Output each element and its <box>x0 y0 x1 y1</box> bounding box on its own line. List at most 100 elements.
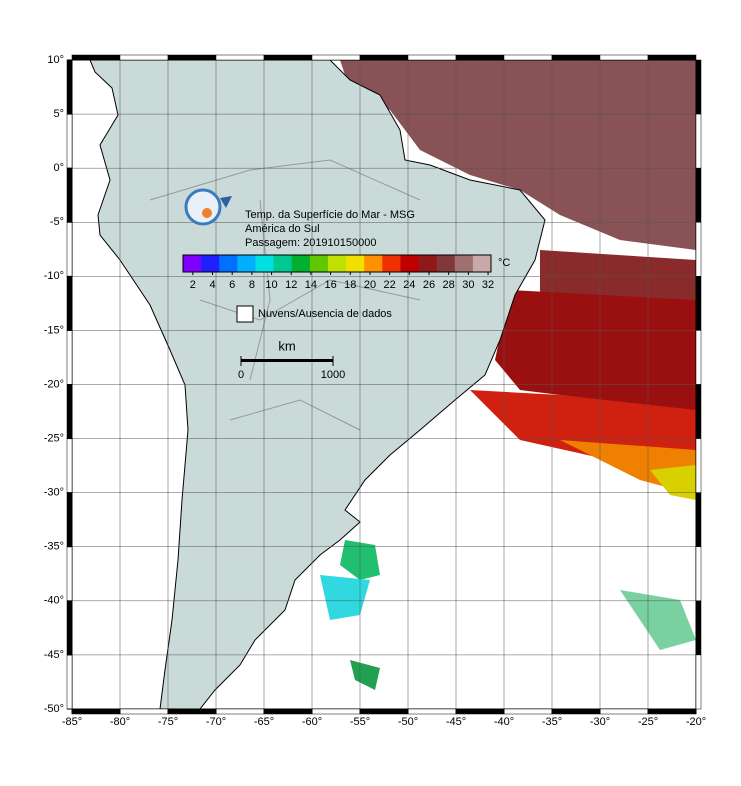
title-line: Passagem: 201910150000 <box>245 237 377 249</box>
frame-segment <box>119 54 169 61</box>
y-tick-label: -25° <box>44 432 64 444</box>
logo-dot <box>202 208 212 218</box>
frame-segment <box>695 222 702 277</box>
frame-segment <box>695 492 702 547</box>
colorbar-segment <box>454 255 474 272</box>
y-tick-label: 5° <box>53 108 64 120</box>
y-tick-label: -15° <box>44 324 64 336</box>
colorbar-segment <box>346 255 365 272</box>
y-tick-label: -45° <box>44 649 64 661</box>
x-tick-label: -65° <box>254 716 274 728</box>
frame-segment <box>551 708 601 715</box>
colorbar-tick-label: 30 <box>462 279 474 291</box>
title-line: Temp. da Superfície do Mar - MSG <box>245 209 415 221</box>
y-tick-label: -35° <box>44 541 64 553</box>
y-tick-label: -10° <box>44 270 64 282</box>
colorbar-segment <box>382 255 401 272</box>
frame-segment <box>647 54 697 61</box>
x-tick-label: -30° <box>590 716 610 728</box>
colorbar-tick-label: 2 <box>190 279 196 291</box>
frame-segment <box>551 54 601 61</box>
x-tick-label: -45° <box>446 716 466 728</box>
x-tick-label: -70° <box>206 716 226 728</box>
sst-patch <box>340 60 696 250</box>
colorbar-segment <box>255 255 275 272</box>
frame-segment <box>66 113 73 169</box>
legend-label: Nuvens/Ausencia de dados <box>258 308 392 320</box>
x-tick-label: -50° <box>398 716 418 728</box>
frame-segment <box>263 54 313 61</box>
x-tick-label: -40° <box>494 716 514 728</box>
sst-patch <box>650 465 696 500</box>
frame-border <box>66 54 702 715</box>
colorbar-segment <box>400 255 420 272</box>
x-tick-label: -55° <box>350 716 370 728</box>
colorbar-tick-label: 18 <box>344 279 356 291</box>
sst-patch <box>350 660 380 690</box>
frame-segment <box>215 54 265 61</box>
frame-segment <box>647 708 697 715</box>
frame-segment <box>695 167 702 223</box>
colorbar: 2 4 6 8 10 12 14 16 18 20 22 24 26 28 30 32 <box>182 254 494 291</box>
logo-ring <box>184 188 222 226</box>
colorbar-tick-label: 22 <box>384 279 396 291</box>
y-tick-label: -30° <box>44 487 64 499</box>
frame-segment <box>455 54 505 61</box>
colorbar-tick-label: 32 <box>482 279 494 291</box>
x-tick-label: -35° <box>542 716 562 728</box>
colorbar-segment <box>237 255 256 272</box>
colorbar-segment <box>183 255 202 272</box>
x-tick-label: -85° <box>62 716 82 728</box>
frame-segment <box>695 654 702 710</box>
frame-segment <box>407 708 457 715</box>
frame-segment <box>695 546 702 602</box>
y-tick-label: -5° <box>50 216 64 228</box>
borders <box>149 159 421 431</box>
frame-segment <box>66 600 73 656</box>
colorbar-segment <box>273 255 293 272</box>
frame-segment <box>66 330 73 385</box>
scale-bar-line <box>241 359 333 362</box>
colorbar-segment <box>201 255 220 272</box>
legend-swatch <box>236 305 254 323</box>
colorbar-segment <box>219 255 238 272</box>
frame-segment <box>167 708 217 715</box>
sst-patch <box>495 290 696 420</box>
frame-segment <box>66 276 73 331</box>
colorbar-tick-label: 10 <box>265 279 277 291</box>
y-tick-label: -40° <box>44 595 64 607</box>
frame-segment <box>66 438 73 493</box>
frame-segment <box>695 600 702 656</box>
frame-segment <box>66 492 73 547</box>
frame-segment <box>695 330 702 385</box>
frame-segment <box>599 708 649 715</box>
frame-segment <box>311 54 361 61</box>
frame-segment <box>695 113 702 169</box>
frame-segment <box>359 54 409 61</box>
scale-unit: km <box>278 338 295 353</box>
sst-patch <box>620 590 696 650</box>
frame-segment <box>215 708 265 715</box>
colorbar-segment <box>327 255 347 272</box>
colorbar-tick-label: 12 <box>285 279 297 291</box>
frame-segment <box>66 384 73 439</box>
scale-tick-label: 0 <box>238 369 244 381</box>
y-tick-label: -20° <box>44 378 64 390</box>
frame-segment <box>695 438 702 493</box>
frame-segment <box>311 708 361 715</box>
frame-segment <box>695 59 702 115</box>
x-tick-label: -80° <box>110 716 130 728</box>
frame-segment <box>359 708 409 715</box>
colorbar-tick-label: 14 <box>305 279 317 291</box>
frame-segment <box>503 708 553 715</box>
colorbar-segment <box>309 255 329 272</box>
frame-segment <box>66 59 73 115</box>
colorbar-segment <box>364 255 383 272</box>
colorbar-tick-label: 8 <box>249 279 255 291</box>
frame-segment <box>119 708 169 715</box>
colorbar-tick-label: 6 <box>229 279 235 291</box>
x-tick-label: -20° <box>686 716 706 728</box>
frame-segment <box>71 708 121 715</box>
colorbar-unit: °C <box>498 257 510 269</box>
